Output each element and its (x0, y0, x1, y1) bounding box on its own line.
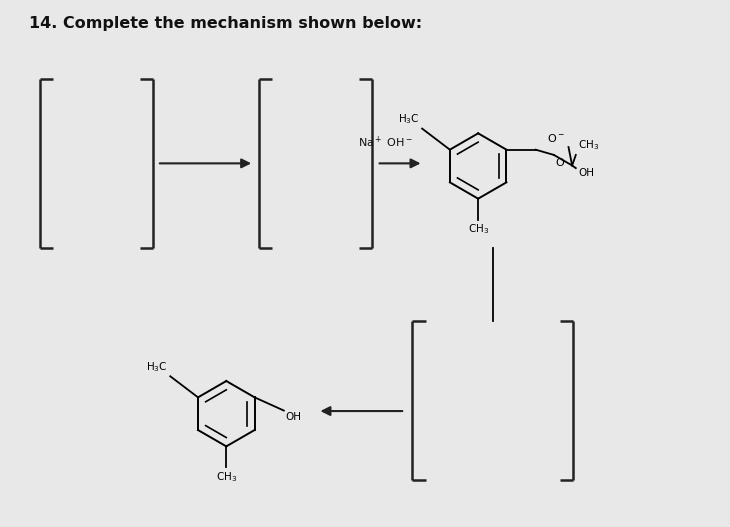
Text: Na$^+$ OH$^-$: Na$^+$ OH$^-$ (358, 135, 413, 150)
Text: OH: OH (285, 412, 301, 422)
Text: H$_3$C: H$_3$C (146, 360, 167, 374)
Text: CH$_3$: CH$_3$ (467, 222, 489, 236)
Text: CH$_3$: CH$_3$ (215, 470, 237, 484)
Text: O: O (556, 158, 564, 168)
Text: CH$_3$: CH$_3$ (578, 139, 599, 152)
Text: 14. Complete the mechanism shown below:: 14. Complete the mechanism shown below: (29, 16, 423, 31)
Text: OH: OH (578, 168, 594, 178)
Text: O$^-$: O$^-$ (547, 132, 565, 144)
Text: H$_3$C: H$_3$C (398, 113, 419, 126)
